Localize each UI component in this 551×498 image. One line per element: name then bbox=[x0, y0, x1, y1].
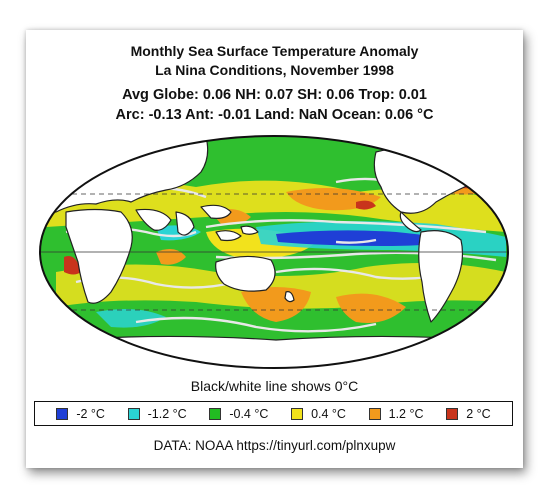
data-source: DATA: NOAA https://tinyurl.com/plnxupw bbox=[153, 438, 396, 453]
legend-swatch bbox=[291, 407, 304, 420]
legend-label: -2 °C bbox=[76, 406, 105, 421]
stats-line-1: Avg Globe: 0.06 NH: 0.07 SH: 0.06 Trop: … bbox=[122, 87, 427, 103]
contour-caption: Black/white line shows 0°C bbox=[190, 378, 359, 394]
legend-swatch bbox=[209, 407, 222, 420]
legend-swatch bbox=[368, 407, 381, 420]
color-legend: -2 °C -1.2 °C -0.4 °C 0.4 °C 1.2 °C 2 °C bbox=[34, 401, 513, 426]
legend-label: -1.2 °C bbox=[147, 406, 187, 421]
legend-item: -0.4 °C bbox=[209, 407, 268, 421]
legend-item: -2 °C bbox=[56, 407, 105, 421]
legend-label: -0.4 °C bbox=[229, 406, 269, 421]
legend-label: 1.2 °C bbox=[388, 406, 424, 421]
legend-label: 0.4 °C bbox=[311, 406, 346, 421]
legend-swatch bbox=[446, 407, 459, 420]
legend-item: -1.2 °C bbox=[127, 406, 187, 421]
legend-item: 1.2 °C bbox=[368, 406, 424, 421]
anomaly-map bbox=[39, 135, 509, 369]
legend-swatch bbox=[127, 407, 140, 420]
chart-subtitle: La Nina Conditions, November 1998 bbox=[155, 62, 394, 78]
chart-title: Monthly Sea Surface Temperature Anomaly bbox=[130, 43, 419, 59]
figure-card: Monthly Sea Surface Temperature Anomaly … bbox=[26, 30, 523, 468]
stats-line-2: Arc: -0.13 Ant: -0.01 Land: NaN Ocean: 0… bbox=[115, 107, 434, 123]
legend-label: 2 °C bbox=[466, 406, 491, 421]
legend-swatch bbox=[56, 407, 69, 420]
legend-item: 0.4 °C bbox=[291, 407, 346, 421]
legend-item: 2 °C bbox=[446, 406, 491, 421]
